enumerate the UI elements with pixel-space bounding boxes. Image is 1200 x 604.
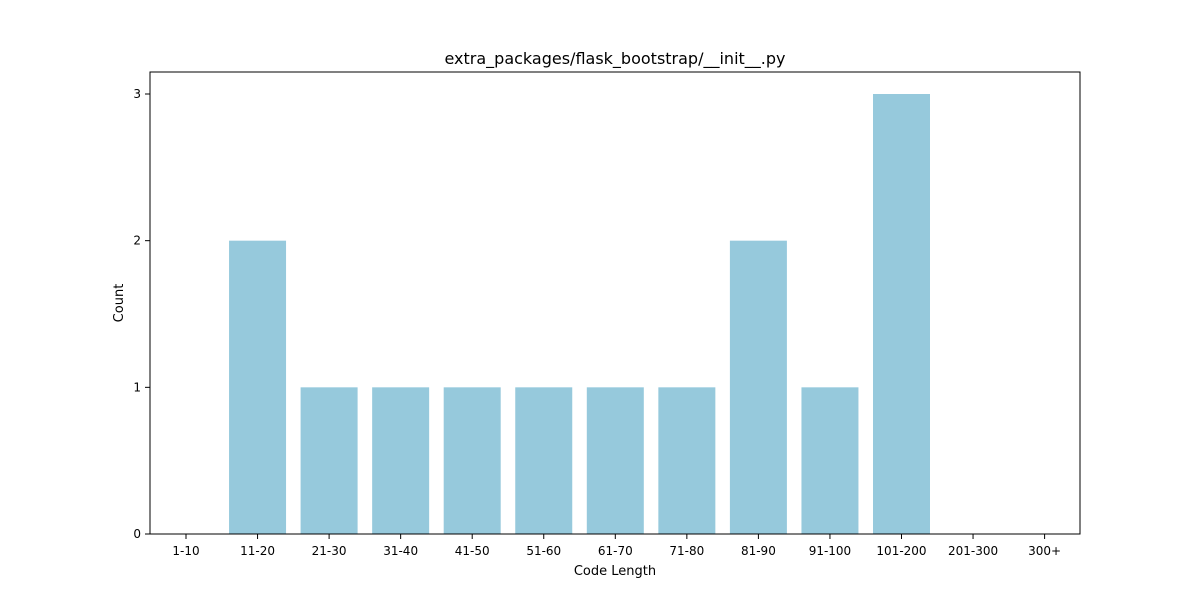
x-tick-label: 91-100 <box>809 544 852 558</box>
x-axis-label: Code Length <box>574 564 656 579</box>
bar-41-50 <box>443 387 501 534</box>
chart-title: extra_packages/flask_bootstrap/__init__.… <box>444 49 785 69</box>
x-tick-label: 51-60 <box>526 544 561 558</box>
y-tick-label: 1 <box>133 380 141 394</box>
bar-61-70 <box>586 387 644 534</box>
bar-21-30 <box>300 387 358 534</box>
y-tick-label: 2 <box>133 234 141 248</box>
x-axis: 1-10 11-20 21-30 31-40 41-50 51-60 61-70 71-80 8… <box>172 534 1061 558</box>
x-tick-label: 101-200 <box>876 544 926 558</box>
y-tick-label: 3 <box>133 87 141 101</box>
x-tick-label: 300+ <box>1028 544 1061 558</box>
x-tick-label: 1-10 <box>172 544 199 558</box>
x-tick-label: 11-20 <box>240 544 275 558</box>
x-tick-label: 81-90 <box>741 544 776 558</box>
x-tick-label: 41-50 <box>455 544 490 558</box>
x-tick-label: 61-70 <box>598 544 633 558</box>
bars-layer <box>229 94 930 535</box>
bar-51-60 <box>515 387 573 534</box>
bar-91-100 <box>801 387 859 534</box>
y-tick-label: 0 <box>133 527 141 541</box>
x-tick-label: 201-300 <box>948 544 998 558</box>
bar-101-200 <box>873 94 930 534</box>
bar-11-20 <box>229 240 287 535</box>
bar-71-80 <box>658 387 716 534</box>
x-tick-label: 21-30 <box>312 544 347 558</box>
y-axis: 0 1 2 3 <box>133 87 150 541</box>
bar-31-40 <box>372 387 430 534</box>
bar-81-90 <box>729 240 787 535</box>
x-tick-label: 31-40 <box>383 544 418 558</box>
x-tick-label: 71-80 <box>669 544 704 558</box>
y-axis-label: Count <box>112 284 127 323</box>
